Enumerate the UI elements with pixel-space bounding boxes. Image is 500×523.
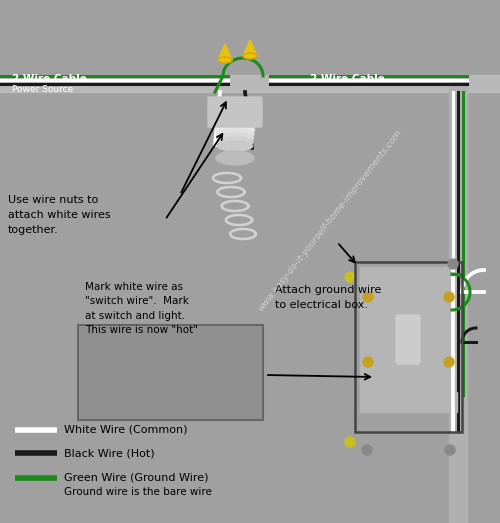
Text: Power Source: Power Source	[12, 85, 73, 94]
Ellipse shape	[216, 133, 254, 143]
Bar	[360, 267, 457, 412]
Ellipse shape	[215, 121, 255, 131]
FancyBboxPatch shape	[78, 325, 263, 420]
Circle shape	[345, 437, 355, 447]
Text: Mark white wire as
"switch wire".  Mark
at switch and light.
This wire is now "h: Mark white wire as "switch wire". Mark a…	[85, 282, 198, 335]
Bar	[343, 267, 357, 287]
Ellipse shape	[217, 137, 253, 147]
Circle shape	[444, 357, 454, 367]
Circle shape	[444, 292, 454, 302]
Text: 2 Wire Cable: 2 Wire Cable	[310, 74, 385, 84]
FancyBboxPatch shape	[396, 315, 420, 364]
Circle shape	[445, 445, 455, 455]
Text: Attach ground wire
to electrical box.: Attach ground wire to electrical box.	[275, 285, 382, 310]
Text: www.easy-do-it-yourself-home-improvements.com: www.easy-do-it-yourself-home-improvement…	[256, 128, 404, 313]
Text: 2 Wire Cable: 2 Wire Cable	[12, 74, 87, 84]
Text: Green Wire (Ground Wire): Green Wire (Ground Wire)	[64, 473, 208, 483]
Circle shape	[363, 357, 373, 367]
Ellipse shape	[209, 104, 261, 118]
Circle shape	[448, 259, 458, 269]
Text: Ground wire is the bare wire: Ground wire is the bare wire	[64, 487, 212, 497]
Bar	[343, 402, 357, 422]
Text: Black Wire (Hot): Black Wire (Hot)	[64, 448, 154, 458]
Text: White Wire (Common): White Wire (Common)	[64, 425, 188, 435]
FancyBboxPatch shape	[208, 97, 262, 127]
Circle shape	[362, 445, 372, 455]
Circle shape	[345, 272, 355, 282]
Bar	[0, 75, 500, 92]
Text: Use wire nuts to
attach white wires
together.: Use wire nuts to attach white wires toge…	[8, 195, 111, 235]
Ellipse shape	[243, 53, 257, 59]
Ellipse shape	[214, 117, 256, 127]
Ellipse shape	[216, 129, 254, 139]
Ellipse shape	[216, 151, 254, 165]
Bar	[449, 75, 467, 523]
Bar	[355, 262, 462, 432]
Ellipse shape	[218, 57, 232, 63]
Ellipse shape	[218, 141, 252, 151]
Polygon shape	[243, 40, 257, 56]
Polygon shape	[218, 44, 232, 60]
Ellipse shape	[216, 125, 254, 135]
Circle shape	[363, 292, 373, 302]
Ellipse shape	[214, 113, 256, 123]
